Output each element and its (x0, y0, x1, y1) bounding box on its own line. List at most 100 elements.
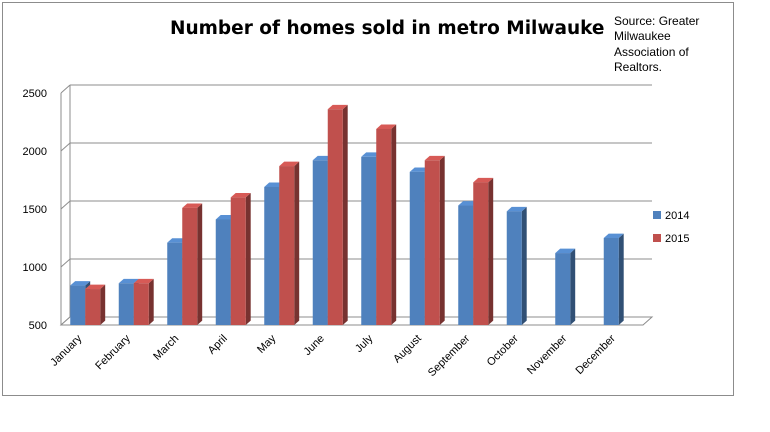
bar-side (439, 155, 445, 325)
bar-front (85, 289, 101, 325)
x-tick-label: May (255, 332, 279, 356)
x-tick-label: February (93, 332, 133, 372)
bar-front (506, 211, 522, 325)
x-tick-label: November (525, 332, 570, 377)
bar-top (376, 124, 397, 129)
bar-top (70, 281, 91, 286)
bar-front (361, 156, 377, 325)
bar-side (521, 206, 527, 325)
bar-2015-march (182, 203, 203, 325)
bar-side (100, 284, 106, 325)
bar-top (327, 104, 348, 110)
legend-label: 2014 (665, 210, 689, 222)
bar-2015-july (376, 124, 397, 325)
bar-chart: Number of homes sold in metro Milwauke S… (23, 14, 700, 379)
bar-side (570, 248, 576, 325)
x-tick-label: October (485, 332, 521, 368)
x-tick-label: December (574, 332, 619, 377)
bar-2015-august (424, 155, 445, 325)
bar-2014-november (555, 248, 576, 325)
x-tick-label: August (391, 333, 424, 366)
bar-top (473, 177, 494, 183)
bar-2014-december (603, 233, 624, 325)
bar-front (279, 166, 295, 325)
bar-front (133, 283, 149, 325)
x-tick-label: January (48, 332, 85, 369)
bar-front (458, 205, 474, 325)
bar-2015-april (230, 193, 251, 325)
bar-front (167, 242, 183, 325)
bar-front (215, 219, 231, 325)
source-line-4: Realtors. (614, 60, 662, 74)
bar-2014-october (506, 206, 527, 325)
bar-top (312, 155, 333, 161)
bar-side (294, 161, 300, 325)
x-tick-label: June (302, 333, 327, 358)
bar-top (555, 248, 576, 254)
y-tick-label: 2500 (23, 88, 47, 100)
bar-2015-february (133, 278, 154, 325)
bar-top (215, 215, 236, 220)
bar-top (167, 238, 188, 243)
y-tick-label: 1000 (23, 262, 47, 274)
bar-front (230, 197, 246, 325)
floor (59, 316, 654, 326)
x-tick-label: April (206, 333, 230, 357)
bar-front (473, 182, 489, 325)
source-note: Source: Greater Milwaukee Association of… (614, 14, 699, 74)
y-tick-label: 1500 (23, 204, 47, 216)
bar-top (230, 193, 251, 198)
y-tick-label: 500 (29, 320, 47, 332)
bar-top (118, 278, 139, 284)
bar-front (118, 283, 134, 325)
source-line-1: Source: Greater (614, 14, 699, 28)
bar-front (603, 238, 619, 325)
legend-swatch-2015 (653, 234, 661, 242)
bar-side (488, 177, 494, 325)
bar-top (85, 284, 106, 290)
gridline-side (60, 200, 71, 210)
bar-front (312, 160, 328, 325)
source-line-3: Association of (614, 45, 689, 59)
bar-top (409, 167, 430, 172)
bar-top (603, 233, 624, 238)
x-tick-label: March (151, 333, 181, 363)
bar-top (279, 161, 300, 167)
gridline-side (60, 84, 71, 94)
bar-front (264, 186, 280, 325)
bar-2015-may (279, 161, 300, 325)
bar-top (361, 152, 382, 157)
bar-front (70, 285, 86, 325)
chart-title: Number of homes sold in metro Milwauke (170, 18, 604, 39)
bar-side (618, 233, 624, 325)
bar-front (409, 171, 425, 325)
bar-side (391, 124, 397, 325)
bar-top (133, 278, 154, 284)
bar-top (182, 203, 203, 208)
x-tick-label: September (426, 332, 473, 379)
bar-top (264, 182, 285, 187)
bar-front (424, 160, 440, 325)
plot-area: 500 1000 1500 2000 2500 January February March A… (23, 84, 654, 379)
x-tick-label: July (353, 332, 376, 355)
bar-front (327, 109, 343, 326)
legend-swatch-2014 (653, 211, 661, 219)
bar-side (148, 278, 154, 325)
bar-2015-june (327, 104, 348, 326)
bar-front (182, 207, 198, 325)
bar-side (245, 193, 251, 325)
source-line-2: Milwaukee (614, 29, 671, 43)
legend-label: 2015 (665, 233, 689, 245)
bar-top (458, 201, 479, 206)
bar-top (424, 155, 445, 161)
legend: 2014 2015 (653, 210, 689, 245)
bar-2015-january (85, 284, 106, 325)
bar-front (376, 128, 392, 325)
chart-frame: Number of homes sold in metro Milwauke S… (2, 2, 734, 396)
bar-side (197, 203, 203, 325)
gridline-side (60, 142, 71, 152)
bar-front (555, 253, 571, 325)
bar-2015-september (473, 177, 494, 325)
y-tick-label: 2000 (23, 146, 47, 158)
gridline-side (60, 258, 71, 268)
